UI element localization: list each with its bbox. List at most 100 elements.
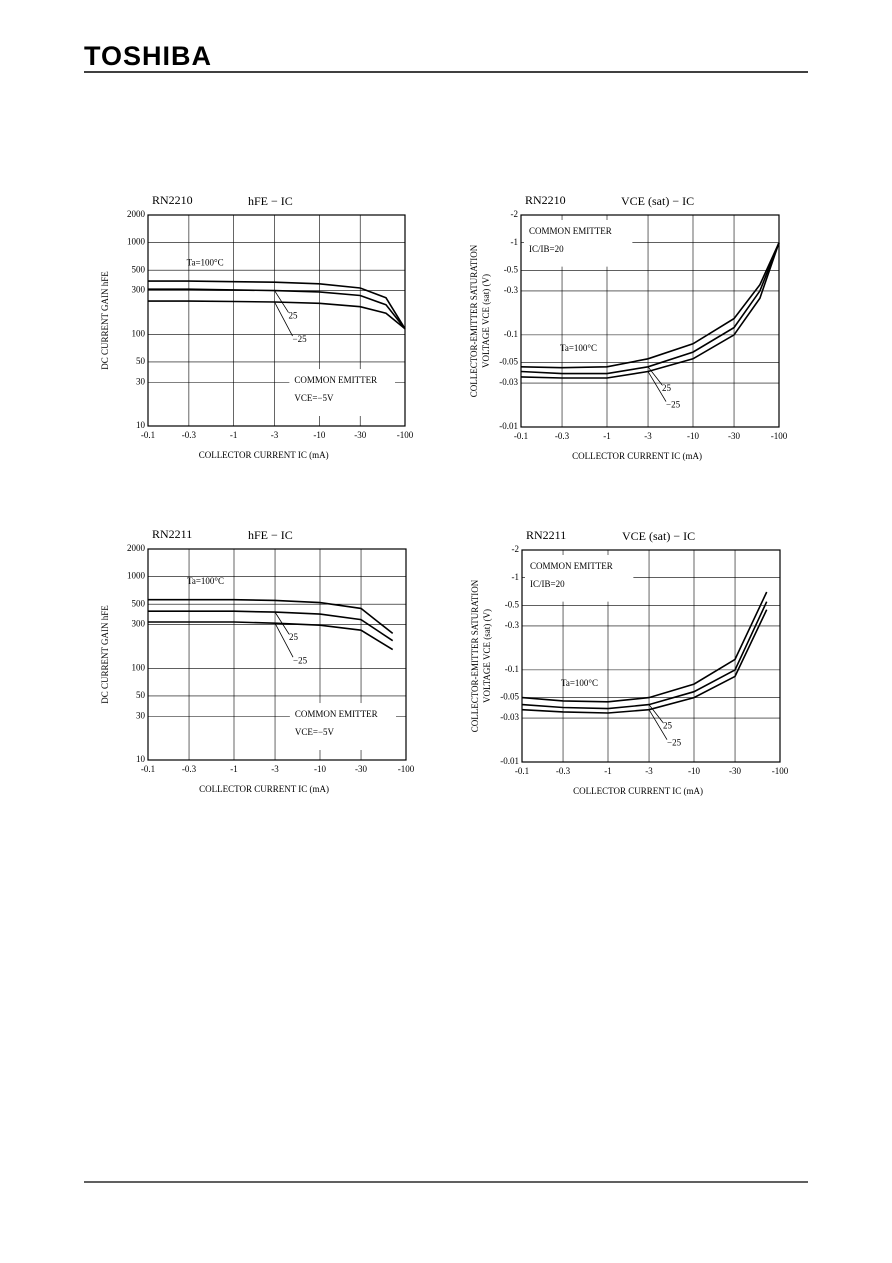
series-label: 25 bbox=[662, 383, 672, 393]
series-line bbox=[148, 280, 406, 330]
y-tick-label: -0.05 bbox=[499, 357, 518, 367]
leader-line bbox=[648, 709, 668, 740]
y-tick-label: 100 bbox=[132, 662, 146, 672]
x-tick-label: -10 bbox=[313, 430, 325, 440]
series-label: Ta=100°C bbox=[560, 343, 597, 353]
y-tick-label: 30 bbox=[136, 376, 146, 386]
x-tick-label: -3 bbox=[271, 430, 279, 440]
series-line bbox=[520, 242, 780, 375]
y-tick-label: 2000 bbox=[127, 209, 146, 219]
x-tick-label: -30 bbox=[355, 764, 367, 774]
chart-title: RN2211 bbox=[152, 527, 192, 541]
x-tick-label: -1 bbox=[604, 766, 612, 776]
x-tick-label: -30 bbox=[354, 430, 366, 440]
x-tick-label: -0.1 bbox=[141, 430, 155, 440]
x-tick-label: -100 bbox=[771, 431, 788, 441]
x-axis-label: COLLECTOR CURRENT IC (mA) bbox=[199, 450, 329, 460]
series-label: 25 bbox=[663, 721, 673, 731]
x-tick-label: -0.3 bbox=[182, 430, 197, 440]
chart-title: RN2210 bbox=[152, 193, 193, 207]
y-tick-label: -0.01 bbox=[499, 421, 518, 431]
y-tick-label: 500 bbox=[132, 598, 146, 608]
x-tick-label: -100 bbox=[772, 766, 789, 776]
series-line bbox=[148, 288, 406, 330]
y-tick-label: -1 bbox=[511, 237, 519, 247]
series-line bbox=[148, 598, 394, 635]
x-tick-label: -3 bbox=[644, 431, 652, 441]
x-axis-label: COLLECTOR CURRENT IC (mA) bbox=[573, 786, 703, 796]
x-tick-label: -10 bbox=[688, 766, 700, 776]
annotation: VCE=−5V bbox=[294, 393, 334, 403]
y-tick-label: 1000 bbox=[127, 237, 146, 247]
x-axis-label: COLLECTOR CURRENT IC (mA) bbox=[572, 451, 702, 461]
leader-line bbox=[647, 366, 663, 386]
chart-subtitle: hFE − IC bbox=[248, 528, 293, 542]
leader-line bbox=[647, 371, 667, 402]
x-tick-label: -100 bbox=[397, 430, 414, 440]
y-tick-label: 50 bbox=[136, 690, 146, 700]
series-label: −25 bbox=[293, 655, 308, 665]
series-line bbox=[148, 621, 394, 651]
y-tick-label: 2000 bbox=[127, 543, 146, 553]
logo: TOSHIBA bbox=[84, 41, 212, 71]
y-tick-label: -1 bbox=[512, 572, 520, 582]
x-tick-label: -0.3 bbox=[182, 764, 197, 774]
annotation: IC/IB=20 bbox=[530, 579, 565, 589]
x-tick-label: -1 bbox=[230, 430, 238, 440]
y-tick-label: -0.5 bbox=[505, 600, 520, 610]
leader-line bbox=[648, 704, 664, 723]
annotation: VCE=−5V bbox=[295, 727, 335, 737]
chart-subtitle: VCE (sat) − IC bbox=[622, 529, 695, 543]
chart-subtitle: VCE (sat) − IC bbox=[621, 194, 694, 208]
y-tick-label: -2 bbox=[511, 209, 519, 219]
x-tick-label: -3 bbox=[645, 766, 653, 776]
y-tick-label: -0.01 bbox=[500, 756, 519, 766]
plot-frame bbox=[147, 548, 407, 761]
series-label: 25 bbox=[289, 311, 299, 321]
chart-subtitle: hFE − IC bbox=[248, 194, 293, 208]
annotation-box bbox=[525, 555, 634, 602]
series-label: Ta=100°C bbox=[187, 258, 224, 268]
y-tick-label: -0.05 bbox=[500, 692, 519, 702]
y-axis-label: COLLECTOR-EMITTER SATURATION bbox=[470, 579, 480, 732]
annotation-box bbox=[289, 703, 396, 750]
y-tick-label: 30 bbox=[136, 710, 146, 720]
annotation: IC/IB=20 bbox=[529, 244, 564, 254]
series-line bbox=[148, 300, 406, 330]
x-tick-label: -10 bbox=[687, 431, 699, 441]
y-tick-label: -0.1 bbox=[505, 664, 519, 674]
y-axis-label: DC CURRENT GAIN hFE bbox=[100, 605, 110, 704]
series-line bbox=[521, 601, 768, 710]
y-axis-label: COLLECTOR-EMITTER SATURATION bbox=[469, 244, 479, 397]
chart-title: RN2211 bbox=[526, 528, 566, 542]
annotation-box bbox=[289, 369, 395, 416]
plot-frame bbox=[520, 214, 780, 428]
x-tick-label: -30 bbox=[728, 431, 740, 441]
y-axis-label: VOLTAGE VCE (sat) (V) bbox=[482, 609, 492, 703]
y-tick-label: 10 bbox=[136, 420, 146, 430]
y-tick-label: -0.3 bbox=[505, 620, 520, 630]
y-tick-label: -0.3 bbox=[504, 285, 519, 295]
series-line bbox=[521, 591, 768, 703]
annotation: COMMON EMITTER bbox=[295, 709, 378, 719]
y-tick-label: -0.03 bbox=[499, 377, 518, 387]
annotation: COMMON EMITTER bbox=[529, 226, 612, 236]
plot-frame bbox=[521, 549, 781, 763]
series-label: 25 bbox=[289, 632, 299, 642]
x-tick-label: -1 bbox=[603, 431, 611, 441]
series-label: −25 bbox=[293, 334, 308, 344]
series-line bbox=[520, 242, 780, 379]
y-tick-label: -2 bbox=[512, 544, 520, 554]
plot-frame bbox=[147, 214, 406, 427]
y-tick-label: 100 bbox=[132, 328, 146, 338]
x-tick-label: -0.3 bbox=[555, 431, 570, 441]
y-tick-label: -0.03 bbox=[500, 712, 519, 722]
series-line bbox=[148, 610, 394, 642]
series-line bbox=[520, 242, 780, 369]
y-tick-label: -0.5 bbox=[504, 265, 519, 275]
x-tick-label: -30 bbox=[729, 766, 741, 776]
x-tick-label: -0.3 bbox=[556, 766, 571, 776]
series-label: Ta=100°C bbox=[187, 576, 224, 586]
y-tick-label: 10 bbox=[136, 754, 146, 764]
